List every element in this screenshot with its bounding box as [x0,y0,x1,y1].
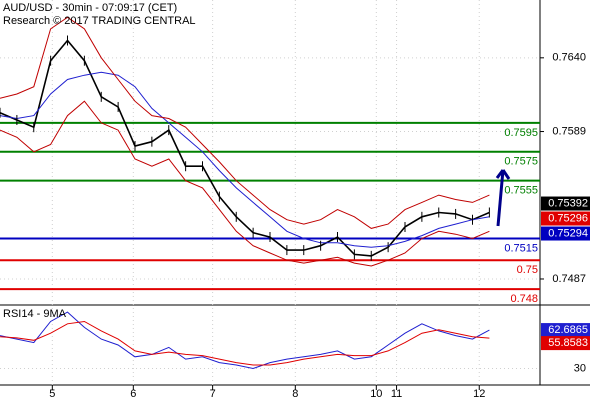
series-line-upper [0,16,490,229]
rsi-line-RSI14 [0,311,490,370]
x-tick-label: 7 [210,388,216,400]
x-tick-label: 6 [130,388,136,400]
value-label: 62.6865 [548,324,588,336]
y-tick-label: 0.7487 [552,273,586,285]
chart-title: AUD/USD - 30min - 07:09:17 (CET) [3,2,177,14]
level-label: 0.75 [517,264,538,276]
level-label: 0.7595 [504,127,538,139]
series-line-lower [0,100,490,267]
value-label-box [541,336,590,351]
rsi-line-9MA [0,320,490,366]
value-label: 55.8583 [548,337,588,349]
y-tick-label: 30 [574,362,586,374]
value-label-box [541,323,590,338]
x-tick-label: 10 [370,388,382,400]
y-tick-label: 0.7589 [552,125,586,137]
chart-subtitle: Research © 2017 TRADING CENTRAL [3,15,196,27]
level-label: 0.7515 [504,242,538,254]
y-tick-label: 0.7640 [552,52,586,64]
price-label: 0.75294 [548,227,588,239]
price-label: 0.75296 [548,212,588,224]
plot [0,0,590,385]
x-tick-label: 5 [49,388,55,400]
x-tick-label: 11 [391,388,402,400]
rsi-title: RSI14 - 9MA [3,308,67,320]
price-label-box [541,196,590,211]
level-label: 0.7575 [504,156,538,168]
forecast-arrow [495,169,511,227]
series-line-ma [0,71,490,248]
x-tick-label: 12 [473,388,485,400]
level-label: 0.748 [510,293,538,305]
level-label: 0.7555 [504,185,538,197]
price-label-box [541,211,590,226]
series-line-price [0,39,490,257]
price-label: 0.75392 [548,197,588,209]
price-label-box [541,226,590,241]
x-tick-label: 8 [292,388,298,400]
